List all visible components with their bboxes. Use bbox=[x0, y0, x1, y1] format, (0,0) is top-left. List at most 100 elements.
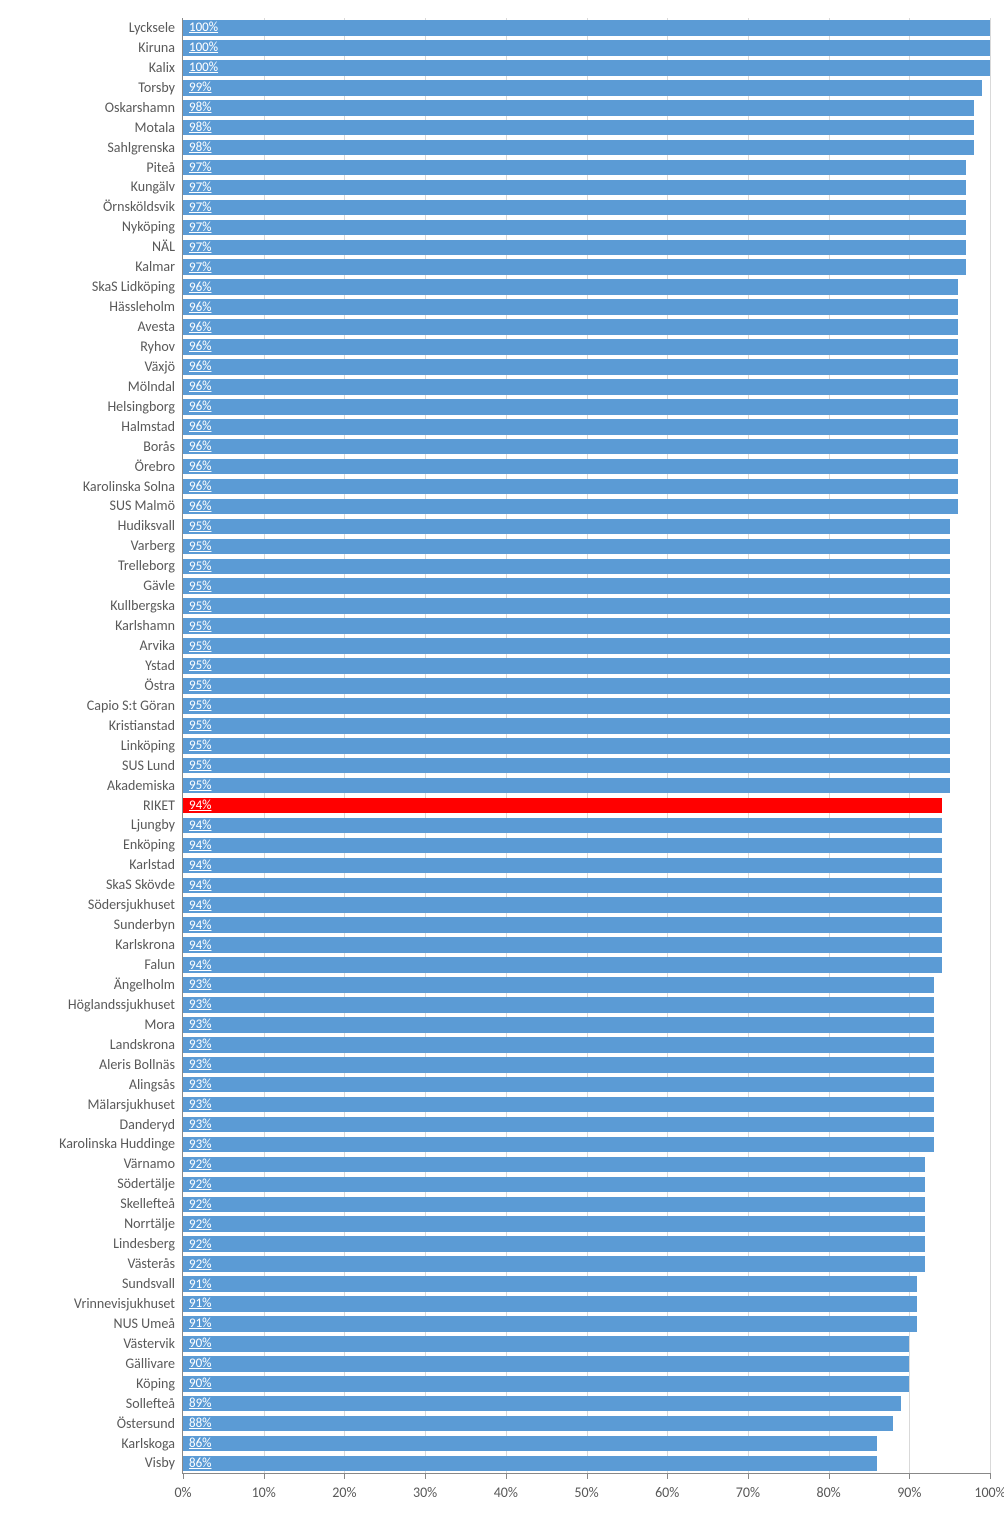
category-label: Motala bbox=[7, 118, 175, 138]
x-tick bbox=[425, 1473, 426, 1479]
category-label: Helsingborg bbox=[7, 397, 175, 417]
value-label: 86% bbox=[189, 1436, 211, 1452]
value-label: 93% bbox=[189, 1077, 211, 1093]
bar-slot: Östra95% bbox=[183, 676, 990, 696]
bar: 95% bbox=[183, 539, 950, 555]
value-label: 95% bbox=[189, 778, 211, 794]
bar: 99% bbox=[183, 80, 982, 96]
bar-slot: Karolinska Solna96% bbox=[183, 477, 990, 497]
bar-slot: Visby86% bbox=[183, 1454, 990, 1474]
bar: 92% bbox=[183, 1256, 925, 1272]
category-label: SUS Lund bbox=[7, 756, 175, 776]
bar-slot: Ystad95% bbox=[183, 656, 990, 676]
value-label: 93% bbox=[189, 1137, 211, 1153]
bar: 96% bbox=[183, 419, 958, 435]
category-label: Falun bbox=[7, 955, 175, 975]
bar: 97% bbox=[183, 220, 966, 236]
bar-slot: NÄL97% bbox=[183, 237, 990, 257]
bar: 100% bbox=[183, 40, 990, 56]
bar-slot: Södertälje92% bbox=[183, 1174, 990, 1194]
bar: 97% bbox=[183, 180, 966, 196]
category-label: Kiruna bbox=[7, 38, 175, 58]
value-label: 95% bbox=[189, 519, 211, 535]
value-label: 88% bbox=[189, 1416, 211, 1432]
value-label: 95% bbox=[189, 658, 211, 674]
value-label: 90% bbox=[189, 1336, 211, 1352]
value-label: 94% bbox=[189, 937, 211, 953]
category-label: Karolinska Huddinge bbox=[7, 1135, 175, 1155]
bar-slot: Gävle95% bbox=[183, 576, 990, 596]
bar-slot: Skellefteå92% bbox=[183, 1194, 990, 1214]
bar: 92% bbox=[183, 1177, 925, 1193]
value-label: 86% bbox=[189, 1456, 211, 1472]
value-label: 94% bbox=[189, 838, 211, 854]
x-tick-label: 90% bbox=[897, 1484, 921, 1501]
category-label: Varberg bbox=[7, 536, 175, 556]
bar: 95% bbox=[183, 738, 950, 754]
category-label: Aleris Bollnäs bbox=[7, 1055, 175, 1075]
bar: 92% bbox=[183, 1157, 925, 1173]
bar-slot: Falun94% bbox=[183, 955, 990, 975]
x-tick-label: 0% bbox=[174, 1484, 191, 1501]
bar-slot: Mälarsjukhuset93% bbox=[183, 1095, 990, 1115]
value-label: 95% bbox=[189, 638, 211, 654]
bar-slot: Kungälv97% bbox=[183, 178, 990, 198]
bar-slot: Landskrona93% bbox=[183, 1035, 990, 1055]
value-label: 90% bbox=[189, 1376, 211, 1392]
bar: 95% bbox=[183, 638, 950, 654]
bar-slot: Helsingborg96% bbox=[183, 397, 990, 417]
x-tick bbox=[344, 1473, 345, 1479]
bar-slot: Mora93% bbox=[183, 1015, 990, 1035]
value-label: 92% bbox=[189, 1177, 211, 1193]
value-label: 96% bbox=[189, 499, 211, 515]
category-label: Piteå bbox=[7, 158, 175, 178]
category-label: Kristianstad bbox=[7, 716, 175, 736]
category-label: Akademiska bbox=[7, 776, 175, 796]
bar: 91% bbox=[183, 1296, 917, 1312]
category-label: NUS Umeå bbox=[7, 1314, 175, 1334]
category-label: Trelleborg bbox=[7, 556, 175, 576]
bar-slot: Aleris Bollnäs93% bbox=[183, 1055, 990, 1075]
value-label: 91% bbox=[189, 1296, 211, 1312]
bar: 96% bbox=[183, 279, 958, 295]
value-label: 95% bbox=[189, 559, 211, 575]
bar-slot: Torsby99% bbox=[183, 78, 990, 98]
bar-slot: Värnamo92% bbox=[183, 1154, 990, 1174]
value-label: 90% bbox=[189, 1356, 211, 1372]
value-label: 95% bbox=[189, 618, 211, 634]
bar-slot: Sollefteå89% bbox=[183, 1394, 990, 1414]
bar-slot: Kalix100% bbox=[183, 58, 990, 78]
value-label: 98% bbox=[189, 120, 211, 136]
category-label: Kalix bbox=[7, 58, 175, 78]
bar-slot: Södersjukhuset94% bbox=[183, 895, 990, 915]
bar-slot: Kullbergska95% bbox=[183, 596, 990, 616]
bar-slot: Trelleborg95% bbox=[183, 556, 990, 576]
category-label: Nyköping bbox=[7, 217, 175, 237]
bar-slot: Sundsvall91% bbox=[183, 1274, 990, 1294]
bar: 95% bbox=[183, 718, 950, 734]
value-label: 95% bbox=[189, 578, 211, 594]
bar-slot: Borås96% bbox=[183, 437, 990, 457]
value-label: 89% bbox=[189, 1396, 211, 1412]
bar-slot: Örebro96% bbox=[183, 457, 990, 477]
bar: 88% bbox=[183, 1416, 893, 1432]
category-label: Karolinska Solna bbox=[7, 477, 175, 497]
value-label: 94% bbox=[189, 858, 211, 874]
bar: 93% bbox=[183, 1097, 934, 1113]
value-label: 95% bbox=[189, 738, 211, 754]
bar: 92% bbox=[183, 1236, 925, 1252]
x-tick-label: 50% bbox=[574, 1484, 598, 1501]
bar: 95% bbox=[183, 698, 950, 714]
category-label: Karlshamn bbox=[7, 616, 175, 636]
category-label: Karlskoga bbox=[7, 1434, 175, 1454]
bar: 96% bbox=[183, 319, 958, 335]
bar-slot: Mölndal96% bbox=[183, 377, 990, 397]
bar-slot: Nyköping97% bbox=[183, 217, 990, 237]
bar: 92% bbox=[183, 1216, 925, 1232]
bar-slot: Västerås92% bbox=[183, 1254, 990, 1274]
bar: 91% bbox=[183, 1316, 917, 1332]
x-tick-label: 40% bbox=[494, 1484, 518, 1501]
bar-slot: Karlstad94% bbox=[183, 855, 990, 875]
bar-slot: Lindesberg92% bbox=[183, 1234, 990, 1254]
category-label: Karlskrona bbox=[7, 935, 175, 955]
